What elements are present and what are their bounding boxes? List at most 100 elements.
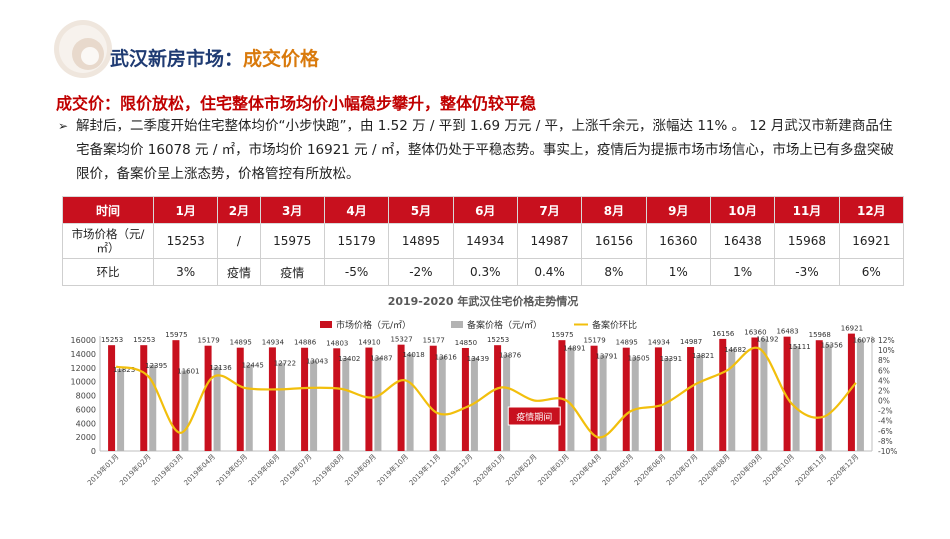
- bar-data-label: 13043: [306, 358, 328, 366]
- bar-filing-price: [824, 344, 832, 451]
- table-cell: -2%: [388, 258, 454, 286]
- bar-data-label: 16192: [756, 336, 778, 344]
- bar-filing-price: [342, 358, 350, 451]
- x-tick-label: 2019年05月: [214, 452, 249, 487]
- bar-filing-price: [856, 339, 864, 451]
- y2-tick-label: -2%: [878, 407, 893, 416]
- bar-data-label: 11601: [177, 368, 199, 376]
- table-header-cell: 9月: [645, 196, 711, 224]
- y2-tick-label: 4%: [878, 376, 890, 385]
- annotation-label: 疫情期间: [516, 411, 552, 423]
- y2-tick-label: 6%: [878, 366, 890, 375]
- bar-market-price: [140, 345, 148, 451]
- bar-market-price: [172, 340, 180, 451]
- x-tick-label: 2019年12月: [439, 452, 474, 487]
- bar-filing-price: [374, 357, 382, 451]
- x-tick-label: 2020年10月: [761, 452, 796, 487]
- bar-market-price: [429, 345, 437, 451]
- x-tick-label: 2020年08月: [696, 452, 731, 487]
- bar-filing-price: [277, 362, 285, 451]
- bar-market-price: [461, 347, 469, 451]
- bar-data-label: 15111: [788, 343, 810, 351]
- bar-data-label: 14895: [616, 339, 638, 347]
- y-tick-label: 14000: [71, 350, 96, 359]
- bar-filing-price: [181, 370, 189, 451]
- table-header-cell: 6月: [452, 196, 518, 224]
- bar-market-price: [494, 345, 502, 451]
- page-title-main: 武汉新房市场: [110, 48, 225, 70]
- y-tick-label: 12000: [71, 364, 96, 373]
- bar-filing-price: [438, 356, 446, 451]
- bar-data-label: 15975: [165, 331, 187, 339]
- bar-market-price: [751, 337, 759, 451]
- x-tick-label: 2020年04月: [568, 452, 603, 487]
- bar-data-label: 14886: [294, 339, 317, 347]
- bar-data-label: 16360: [744, 329, 766, 337]
- table-row: 环比 3% 疫情 疫情 -5% -2% 0.3% 0.4% 8% 1% 1% -…: [62, 258, 905, 286]
- y2-tick-label: 10%: [878, 346, 895, 355]
- x-tick-label: 2020年11月: [793, 452, 828, 487]
- x-tick-label: 2019年07月: [278, 452, 313, 487]
- bar-filing-price: [406, 353, 414, 451]
- line-filing-price-mom: [115, 346, 857, 439]
- summary-paragraph: ➢ 解封后，二季度开始住宅整体均价“小步快跑”，由 1.52 万 / 平到 1.…: [58, 114, 904, 186]
- bar-data-label: 15327: [390, 336, 412, 344]
- bar-data-label: 13487: [370, 354, 392, 362]
- bar-data-label: 16156: [712, 330, 735, 338]
- y-tick-label: 16000: [71, 336, 96, 345]
- bar-data-label: 14850: [455, 339, 477, 347]
- y2-tick-label: -4%: [878, 417, 893, 426]
- x-tick-label: 2019年03月: [150, 452, 185, 487]
- table-header-cell: 7月: [516, 196, 583, 224]
- table-cell: 15975: [259, 223, 325, 259]
- bar-filing-price: [245, 364, 253, 451]
- bar-data-label: 15968: [809, 331, 831, 339]
- bar-market-price: [687, 347, 695, 451]
- bar-filing-price: [310, 360, 318, 451]
- bar-market-price: [333, 348, 341, 451]
- annotation-box: [507, 406, 561, 426]
- bar-market-price: [847, 333, 855, 451]
- bar-filing-price: [760, 338, 768, 451]
- table-cell: 3%: [152, 258, 219, 286]
- table-cell: 疫情: [259, 258, 325, 286]
- y-tick-label: 2000: [76, 433, 96, 442]
- table-cell: 0.4%: [516, 258, 583, 286]
- legend-swatch: [320, 321, 332, 328]
- decorative-ring-logo: [54, 20, 112, 78]
- table-cell: 6%: [838, 258, 905, 286]
- x-tick-label: 2019年09月: [343, 452, 378, 487]
- bar-market-price: [654, 347, 662, 451]
- table-header-row: 时间 1月 2月 3月 4月 5月 6月 7月 8月 9月 10月 11月 12…: [62, 196, 905, 224]
- table-header-cell: 时间: [62, 196, 154, 224]
- table-cell: 8%: [581, 258, 647, 286]
- chart-title: 2019-2020 年武汉住宅价格走势情况: [388, 294, 579, 308]
- bar-data-label: 14987: [680, 338, 702, 346]
- bar-market-price: [108, 345, 116, 451]
- y-tick-label: 6000: [76, 405, 96, 414]
- table-cell: 16156: [581, 223, 647, 259]
- bar-filing-price: [599, 355, 607, 451]
- y-tick-label: 8000: [76, 392, 96, 401]
- x-tick-label: 2020年09月: [729, 452, 764, 487]
- table-cell: 14934: [452, 223, 518, 259]
- bar-data-label: 16078: [853, 336, 875, 344]
- bar-data-label: 13391: [660, 355, 682, 363]
- bar-data-label: 14803: [326, 339, 348, 347]
- x-tick-label: 2020年01月: [471, 452, 506, 487]
- x-tick-label: 2020年07月: [664, 452, 699, 487]
- bar-filing-price: [631, 357, 639, 451]
- bar-data-label: 14934: [262, 338, 285, 346]
- bar-data-label: 14910: [358, 339, 380, 347]
- x-tick-label: 2019年01月: [85, 452, 120, 487]
- table-cell: 14987: [516, 223, 583, 259]
- bar-data-label: 13439: [467, 355, 489, 363]
- table-cell: /: [217, 223, 261, 259]
- x-tick-label: 2020年05月: [600, 452, 635, 487]
- bar-market-price: [301, 347, 309, 451]
- bar-filing-price: [117, 368, 125, 451]
- y2-tick-label: 0%: [878, 397, 890, 406]
- x-tick-label: 2019年02月: [117, 452, 152, 487]
- bar-filing-price: [792, 346, 800, 451]
- bar-data-label: 16483: [776, 328, 798, 336]
